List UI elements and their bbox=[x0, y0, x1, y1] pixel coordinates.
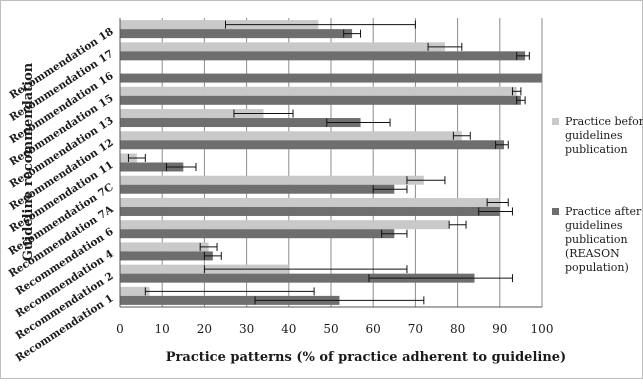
x-tick-label: 80 bbox=[450, 322, 465, 336]
legend-line: (REASON bbox=[565, 247, 620, 260]
bar bbox=[120, 229, 395, 239]
legend-line: Practice before bbox=[565, 115, 643, 128]
bar bbox=[120, 273, 475, 283]
legend-line: publication bbox=[565, 233, 628, 246]
legend-line: publication bbox=[565, 143, 628, 156]
bar bbox=[120, 109, 264, 119]
legend-line: population) bbox=[565, 261, 629, 274]
bar bbox=[120, 295, 340, 305]
bar bbox=[120, 206, 500, 216]
x-tick-label: 0 bbox=[116, 322, 124, 336]
bar bbox=[120, 286, 150, 296]
x-tick-label: 30 bbox=[239, 322, 254, 336]
bar bbox=[120, 140, 505, 150]
x-axis-title: Practice patterns (% of practice adheren… bbox=[166, 350, 566, 365]
bar bbox=[120, 95, 521, 105]
legend: Practice before guidelines publication P… bbox=[552, 115, 643, 274]
x-tick-label: 40 bbox=[281, 322, 296, 336]
bar bbox=[120, 73, 542, 83]
bar bbox=[120, 29, 353, 39]
x-tick-label: 60 bbox=[366, 322, 381, 336]
x-tick-label: 100 bbox=[531, 322, 554, 336]
legend-swatch-after bbox=[552, 208, 559, 215]
bar bbox=[120, 197, 500, 207]
bar bbox=[120, 242, 209, 252]
x-tick-labels: 0 10 20 30 40 50 60 70 80 90 100 bbox=[116, 322, 553, 336]
x-tick-label: 20 bbox=[197, 322, 212, 336]
error-bars bbox=[127, 20, 530, 305]
bar bbox=[120, 131, 462, 141]
legend-swatch-before bbox=[552, 118, 559, 125]
bar bbox=[120, 175, 424, 185]
legend-line: guidelines bbox=[565, 129, 623, 142]
x-tick-label: 90 bbox=[492, 322, 507, 336]
x-tick-label: 10 bbox=[155, 322, 170, 336]
y-axis-title: Guideline recommendation bbox=[21, 62, 36, 261]
bar bbox=[120, 184, 395, 194]
x-tick-label: 50 bbox=[323, 322, 338, 336]
bar bbox=[120, 86, 517, 96]
bar bbox=[120, 42, 445, 52]
legend-line: guidelines bbox=[565, 219, 623, 232]
bar bbox=[120, 162, 184, 172]
x-tick-label: 70 bbox=[408, 322, 423, 336]
legend-label-after: Practice after guidelines publication (R… bbox=[565, 205, 643, 274]
gridlines bbox=[161, 18, 543, 307]
bar bbox=[120, 220, 450, 230]
bars bbox=[120, 20, 542, 305]
legend-label-before: Practice before guidelines publication bbox=[565, 115, 643, 156]
bar bbox=[120, 118, 361, 128]
bar bbox=[120, 51, 526, 61]
bar bbox=[120, 20, 319, 30]
legend-line: Practice after bbox=[565, 205, 642, 218]
bar bbox=[120, 251, 213, 261]
